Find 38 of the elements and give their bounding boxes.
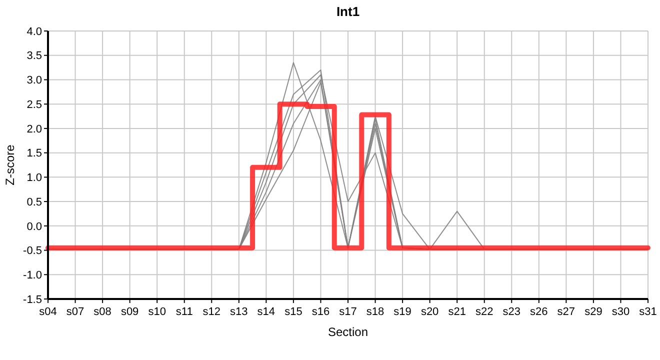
x-tick-label: s15 [284, 306, 302, 318]
y-tick-label: 1.0 [26, 172, 42, 184]
chart-title: Int1 [336, 4, 360, 19]
x-axis-title: Section [328, 325, 368, 339]
x-tick-label: s07 [66, 306, 84, 318]
x-tick-label: s10 [148, 306, 166, 318]
y-tick-label: 2.0 [26, 123, 42, 136]
y-tick-label: 0.5 [26, 196, 42, 208]
x-tick-label: s12 [202, 306, 221, 318]
x-tick-label: s26 [530, 306, 548, 318]
x-tick-label: s17 [339, 306, 357, 318]
x-tick-label: s20 [420, 306, 439, 318]
x-tick-label: s13 [230, 306, 248, 318]
x-tick-label: s30 [612, 306, 630, 318]
x-tick-label: s14 [257, 306, 276, 318]
x-tick-label: s23 [502, 306, 521, 318]
y-axis-title: Z-score [3, 144, 17, 186]
x-tick-label: s16 [312, 306, 330, 318]
y-tick-label: 4.0 [26, 26, 42, 38]
y-tick-label: -1.5 [23, 294, 42, 306]
x-tick-label: s29 [584, 306, 602, 318]
y-tick-label: 3.5 [26, 50, 42, 62]
y-tick-label: -1.0 [23, 269, 42, 282]
x-tick-label: s19 [394, 306, 412, 318]
x-tick-label: s21 [448, 306, 466, 318]
x-tick-label: s31 [639, 306, 657, 318]
x-tick-label: s27 [557, 306, 576, 318]
x-tick-label: s09 [120, 306, 139, 318]
x-tick-label: s08 [94, 306, 112, 318]
x-tick-label: s22 [475, 306, 494, 318]
y-tick-label: 3.0 [26, 74, 42, 87]
y-tick-label: 2.5 [26, 98, 42, 111]
y-tick-label: 1.5 [26, 148, 42, 160]
x-tick-label: s04 [39, 306, 57, 318]
y-tick-label: -0.5 [23, 245, 42, 258]
x-tick-label: s18 [366, 306, 384, 318]
x-tick-label: s11 [176, 306, 193, 318]
y-tick-label: 0.0 [26, 220, 42, 233]
